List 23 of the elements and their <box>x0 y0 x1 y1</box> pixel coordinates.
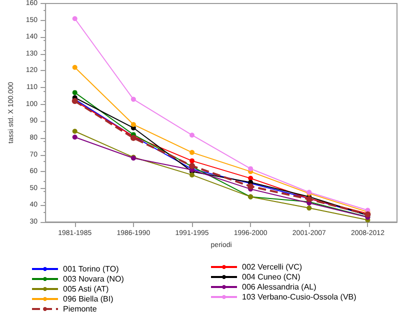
point <box>190 150 195 155</box>
legend-label: 004 Cuneo (CN) <box>242 272 301 282</box>
point <box>130 122 136 128</box>
legend-label: 001 Torino (TO) <box>63 264 120 274</box>
point <box>72 128 78 134</box>
point <box>248 183 254 190</box>
legend-label: 002 Vercelli (VC) <box>242 262 302 272</box>
point <box>248 166 254 172</box>
legend-label: 006 Alessandria (AL) <box>242 282 317 292</box>
point <box>130 96 136 102</box>
point <box>190 132 195 138</box>
point <box>72 16 78 22</box>
point <box>190 172 195 178</box>
point <box>72 134 78 140</box>
legend-label: 096 Biella (BI) <box>63 294 114 304</box>
legend-label: 003 Novara (NO) <box>63 274 124 284</box>
legend-label: Piemonte <box>63 304 98 314</box>
legend-label: 005 Asti (AT) <box>63 284 109 294</box>
point <box>72 64 78 70</box>
point <box>72 90 78 96</box>
point <box>306 206 312 211</box>
point <box>190 158 195 164</box>
legend-label: 103 Verbano-Cusio-Ossola (VB) <box>242 292 357 302</box>
